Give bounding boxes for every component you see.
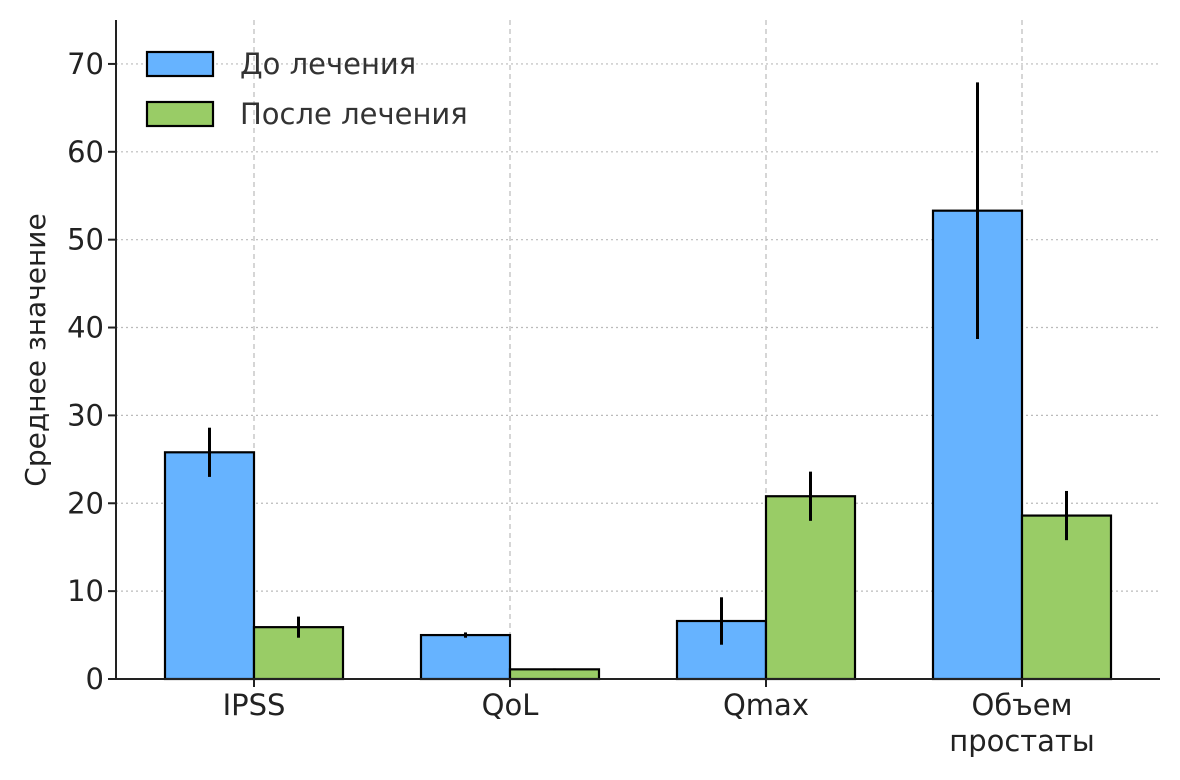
legend: До лечения После лечения	[145, 47, 468, 131]
y-tick-label: 40	[67, 311, 104, 345]
x-tick-label: Объем простаты	[949, 688, 1095, 758]
bar-after	[764, 495, 857, 681]
bar-after	[508, 668, 601, 681]
y-tick-label: 60	[67, 135, 104, 169]
y-axis-title: Среднее значение	[19, 213, 52, 486]
y-tick-label: 50	[67, 223, 104, 257]
x-ticks: IPSS QoL Qmax Объем простаты	[223, 679, 1095, 758]
bar-before	[419, 633, 512, 681]
error-bars	[208, 82, 1068, 671]
y-tick-label: 20	[67, 486, 104, 520]
bar-before	[163, 451, 256, 681]
legend-swatch	[145, 50, 215, 78]
y-tick-label: 10	[67, 574, 104, 608]
axes	[115, 20, 1160, 680]
y-tick-label: 30	[67, 398, 104, 432]
y-tick-label: 70	[67, 47, 104, 81]
y-tick-label: 0	[86, 662, 104, 696]
x-tick-label: IPSS	[223, 688, 286, 722]
legend-label: После лечения	[240, 97, 468, 131]
legend-label: До лечения	[240, 47, 416, 81]
x-tick-label: QoL	[482, 688, 539, 722]
x-tick-label: Qmax	[723, 688, 809, 722]
bars	[163, 209, 1113, 681]
legend-swatch	[145, 100, 215, 128]
y-ticks: 0 10 20 30 40 50 60 70	[67, 47, 116, 696]
